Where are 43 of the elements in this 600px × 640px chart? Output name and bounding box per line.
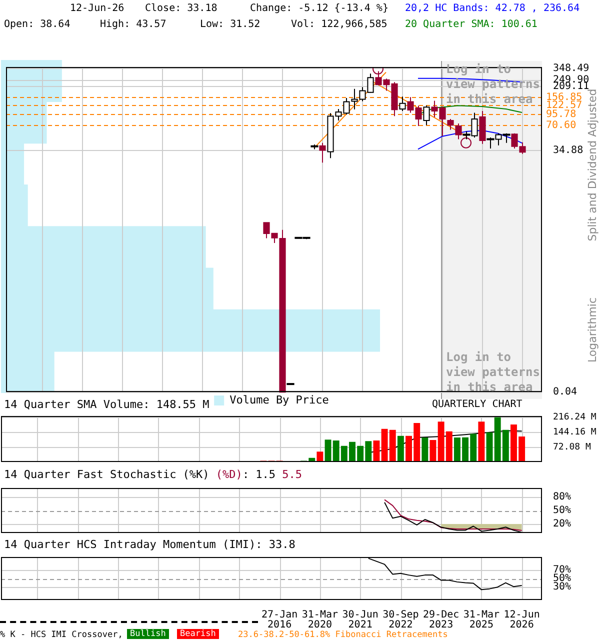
text: Logarithmic — [586, 297, 599, 363]
x-tick-label: 30-Sep 2022 — [382, 610, 419, 631]
y-tick-label: 34.88 — [553, 144, 584, 156]
legend-label: Volume By Price — [230, 393, 329, 406]
text: 23.6-38.2-50-61.8% Fibonacci Retracements — [238, 630, 448, 640]
y-tick-label: 80% — [553, 492, 572, 503]
text: Bearish — [177, 629, 219, 639]
ref-line-label: 70.60 — [546, 120, 576, 132]
text: : 1.5 — [242, 468, 276, 481]
text: Split and Dividend Adjusted — [586, 88, 599, 242]
x-tick-label: 12-Jun 2026 — [504, 610, 540, 631]
text: 12-Jun-26 — [70, 3, 124, 15]
y-tick-label: 20% — [553, 518, 572, 530]
y-tick-label: 72.08 M — [553, 442, 592, 452]
annotation: Log in to view patterns in this area — [446, 350, 541, 395]
text: Low: 31.52 — [200, 19, 260, 31]
y-tick-label: 30% — [553, 582, 572, 593]
text: Vol: 122,966,585 — [291, 19, 388, 31]
y-tick-label: 216.24 M — [553, 412, 597, 423]
text: Open: 38.64 — [4, 19, 70, 31]
ref-line-label: 95.78 — [546, 109, 576, 120]
text: (%D) — [214, 468, 242, 481]
text: 20,2 HC Bands: 42.78 , 236.64 — [405, 3, 580, 15]
y-tick-label: 50% — [553, 505, 572, 516]
text: 5.5 — [281, 468, 302, 481]
text: 20 Quarter SMA: 100.61 — [405, 19, 538, 31]
y-tick-label: 0.04 — [553, 386, 578, 398]
text: % K - HCS IMI Crossover, — [0, 630, 123, 640]
x-tick-label: 31-Mar 2025 — [463, 610, 500, 631]
text: Bullish — [127, 629, 169, 639]
x-tick-label: 30-Jun 2021 — [342, 610, 378, 631]
text: Close: 33.18 — [145, 3, 218, 15]
chart-title: 14 Quarter SMA Volume: 148.55 M — [4, 398, 210, 411]
text: QUARTERLY CHART — [432, 399, 522, 411]
chart-title: 14 Quarter HCS Intraday Momentum (IMI): 33.8 — [4, 538, 296, 551]
x-tick-label: 31-Mar 2020 — [302, 610, 338, 631]
chart-title: 14 Quarter Fast Stochastic (%K) — [4, 468, 210, 481]
text: Change: -5.12 {-13.4 %} — [250, 3, 388, 15]
y-tick-label: 144.16 M — [553, 427, 597, 438]
y-tick-label: 348.49 — [553, 62, 590, 74]
x-tick-label: 27-Jan 2016 — [262, 610, 298, 631]
text: High: 43.57 — [100, 19, 166, 31]
x-tick-label: 29-Dec 2023 — [423, 610, 460, 631]
